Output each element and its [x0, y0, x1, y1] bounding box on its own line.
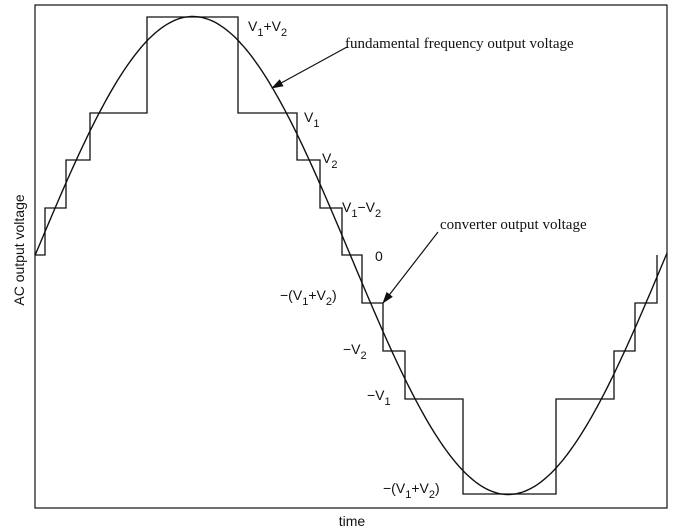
label-part: +V [411, 480, 429, 496]
arrow [271, 46, 348, 89]
y-axis-label: AC output voltage [11, 194, 27, 306]
label-part: 0 [375, 248, 383, 264]
label-part: ) [435, 480, 440, 496]
level-label: V1 [304, 109, 319, 130]
staircase-wave [35, 16, 658, 495]
label-part: +V [263, 18, 281, 34]
subscript: 2 [429, 489, 435, 501]
label-part: V [248, 18, 258, 34]
subscript: 2 [331, 159, 337, 171]
subscript: 1 [302, 296, 308, 308]
subscript: 2 [326, 296, 332, 308]
label-part: V [322, 150, 332, 166]
subscript: 2 [281, 27, 287, 39]
level-label: −V2 [343, 341, 367, 362]
level-label: −(V1+V2) [280, 287, 337, 308]
level-label: 0 [375, 248, 383, 264]
label-part: −(V [383, 480, 406, 496]
label-part: V [342, 199, 352, 215]
label-part: +V [308, 287, 326, 303]
label-part: ) [332, 287, 337, 303]
label-part: −V [343, 341, 361, 357]
subscript: 1 [405, 489, 411, 501]
x-axis-label: time [339, 513, 366, 529]
subscript: 2 [361, 350, 367, 362]
subscript: 1 [385, 396, 391, 408]
level-label: V1−V2 [342, 199, 381, 220]
annotation: converter output voltage [440, 217, 587, 233]
subscript: 1 [313, 118, 319, 130]
label-part: −(V [280, 287, 303, 303]
label-part: V [304, 109, 314, 125]
level-label: V1+V2 [248, 18, 287, 39]
subscript: 1 [351, 208, 357, 220]
subscript: 1 [257, 27, 263, 39]
subscript: 2 [375, 208, 381, 220]
plot-frame [34, 4, 668, 509]
arrow [382, 231, 439, 304]
level-label: −(V1+V2) [383, 480, 440, 501]
label-part: −V [357, 199, 375, 215]
annotation: fundamental frequency output voltage [345, 36, 574, 52]
label-part: −V [367, 387, 385, 403]
fundamental-wave [34, 15, 668, 496]
level-label: −V1 [367, 387, 391, 408]
level-label: V2 [322, 150, 337, 171]
